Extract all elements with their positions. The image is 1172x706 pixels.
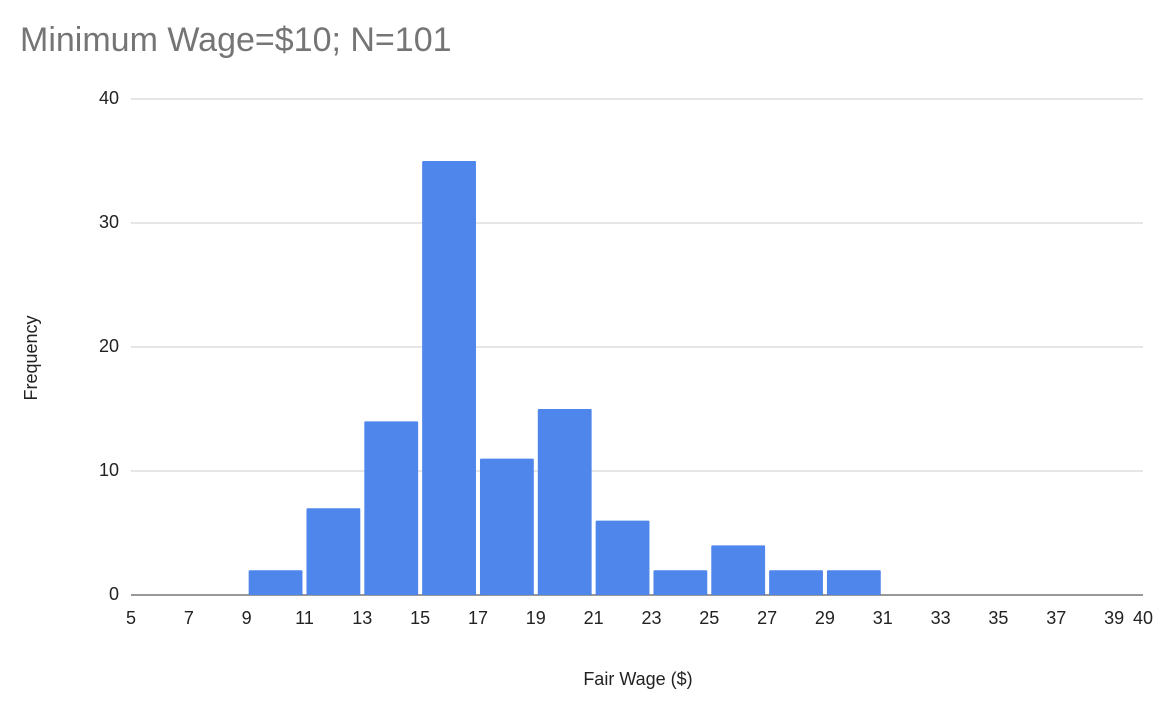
y-tick-label: 30 [99, 212, 119, 232]
x-tick-label: 23 [641, 608, 661, 628]
x-tick-label: 37 [1046, 608, 1066, 628]
x-tick-label: 19 [526, 608, 546, 628]
x-tick-label: 21 [584, 608, 604, 628]
x-tick-label: 33 [931, 608, 951, 628]
y-tick-label: 20 [99, 336, 119, 356]
chart-title: Minimum Wage=$10; N=101 [20, 21, 452, 59]
x-tick-label: 9 [242, 608, 252, 628]
x-tick-label: 31 [873, 608, 893, 628]
x-tick-label: 7 [184, 608, 194, 628]
bar [479, 458, 534, 595]
x-tick-label: 17 [468, 608, 488, 628]
bar [595, 520, 650, 595]
y-tick-label: 40 [99, 88, 119, 108]
bar [422, 161, 476, 595]
bar [826, 570, 881, 595]
y-axis-label: Frequency [21, 315, 41, 400]
bar [653, 570, 708, 595]
bar [364, 421, 419, 595]
x-axis-label: Fair Wage ($) [583, 669, 692, 689]
x-tick-label: 13 [352, 608, 372, 628]
x-tick-label: 5 [126, 608, 136, 628]
y-tick-label: 0 [109, 584, 119, 604]
x-tick-label: 35 [988, 608, 1008, 628]
bar [306, 508, 361, 595]
x-tick-label: 29 [815, 608, 835, 628]
x-tick-label: 40 [1133, 608, 1153, 628]
bar [769, 570, 823, 595]
bar [537, 409, 592, 595]
bar [248, 570, 303, 595]
bar [711, 545, 766, 595]
x-tick-label: 25 [699, 608, 719, 628]
x-tick-label: 11 [295, 608, 314, 628]
x-tick-label: 39 [1104, 608, 1124, 628]
x-tick-label: 15 [410, 608, 430, 628]
x-tick-label: 27 [757, 608, 777, 628]
y-tick-label: 10 [99, 460, 119, 480]
